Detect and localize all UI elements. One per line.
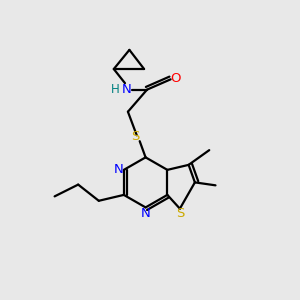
Text: S: S <box>176 208 184 220</box>
Text: H: H <box>111 83 120 96</box>
Text: N: N <box>122 83 131 96</box>
Text: N: N <box>114 163 123 176</box>
Text: N: N <box>141 207 151 220</box>
Text: S: S <box>131 130 140 143</box>
Text: O: O <box>171 72 181 85</box>
